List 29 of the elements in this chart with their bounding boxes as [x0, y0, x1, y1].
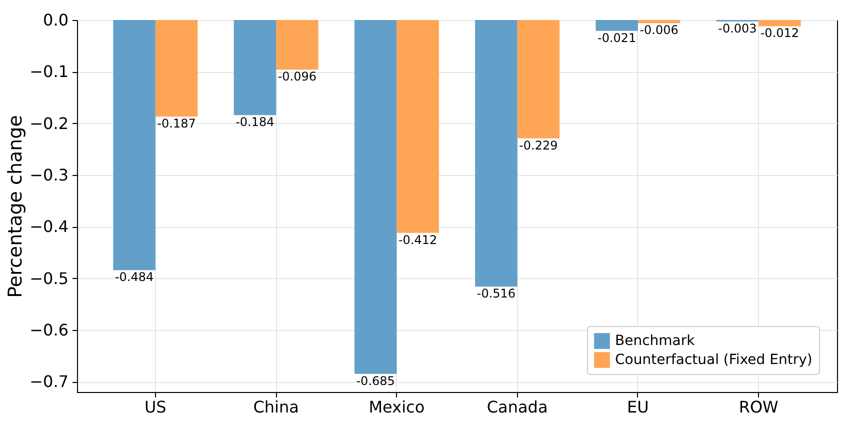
data-label: -0.229 [519, 138, 558, 152]
x-tick-label: China [253, 398, 299, 416]
data-label: -0.012 [760, 26, 800, 40]
data-label: -0.021 [597, 30, 636, 45]
x-tick-label: Mexico [368, 398, 425, 416]
y-tick-label: −0.6 [30, 320, 68, 340]
y-tick-label: −0.4 [30, 217, 68, 236]
y-tick-label: −0.2 [30, 114, 68, 133]
data-label: -0.006 [640, 23, 678, 38]
x-tick-label: Canada [486, 398, 548, 416]
data-label: -0.096 [278, 70, 317, 84]
data-label: -0.184 [236, 115, 274, 130]
x-tick-label: US [144, 398, 166, 416]
legend-label: Benchmark [615, 333, 696, 349]
y-tick-label: −0.7 [30, 372, 68, 392]
data-label: -0.685 [356, 374, 395, 388]
y-tick-label: −0.5 [30, 268, 68, 288]
y-tick-label: −0.1 [30, 62, 68, 82]
data-label: -0.187 [157, 116, 196, 131]
y-axis-title: Percentage change [4, 115, 27, 298]
legend-label: Counterfactual (Fixed Entry) [615, 352, 812, 368]
x-tick-label: ROW [738, 398, 779, 416]
data-label: -0.412 [398, 232, 438, 247]
data-label: -0.516 [476, 286, 516, 301]
y-tick-label: −0.3 [30, 166, 68, 184]
data-label: -0.484 [114, 270, 154, 284]
data-label: -0.003 [718, 22, 757, 36]
y-tick-label: 0.0 [43, 10, 68, 30]
x-tick-label: EU [627, 398, 649, 416]
